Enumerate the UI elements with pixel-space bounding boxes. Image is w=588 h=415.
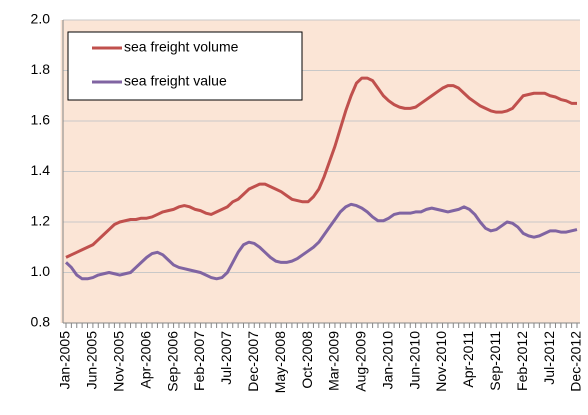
- y-tick-label: 1.4: [31, 162, 51, 178]
- x-tick-label: Jun-2005: [84, 331, 100, 390]
- x-tick-label: Sep-2006: [164, 331, 180, 392]
- y-tick-label: 1.0: [31, 263, 51, 279]
- x-tick-label: Aug-2009: [353, 331, 369, 392]
- x-tick-label: Oct-2008: [299, 331, 315, 389]
- x-tick-label: Jan-2010: [379, 331, 395, 390]
- series-line: [65, 76, 577, 259]
- x-tick-label: Mar-2009: [326, 331, 342, 391]
- x-tick-label: Jun-2010: [406, 331, 422, 390]
- x-tick-label: Dec-2007: [245, 331, 261, 392]
- series-line: [64, 202, 578, 281]
- x-tick-label: Sep-2011: [487, 331, 503, 391]
- x-tick-label: Dec-2012: [568, 331, 584, 392]
- x-tick-label: May-2008: [272, 331, 288, 393]
- x-tick-label: Apr-2006: [137, 331, 153, 389]
- x-tick-label: Feb-2007: [191, 331, 207, 391]
- y-tick-label: 0.8: [31, 314, 51, 330]
- y-tick-label: 1.8: [31, 61, 51, 77]
- y-tick-label: 1.2: [31, 213, 51, 229]
- x-tick-label: Feb-2012: [514, 331, 530, 391]
- x-tick-label: Apr-2011: [460, 331, 476, 388]
- legend-label: sea freight volume: [124, 39, 239, 55]
- y-tick-label: 2.0: [31, 11, 51, 27]
- y-tick-label: 1.6: [31, 112, 51, 128]
- x-tick-label: Jan-2005: [57, 331, 73, 390]
- x-tick-label: Nov-2010: [433, 331, 449, 392]
- x-tick-label: Jul-2012: [541, 331, 557, 385]
- legend-label: sea freight value: [124, 73, 227, 89]
- legend-box: [67, 31, 303, 101]
- x-tick-label: Jul-2007: [218, 331, 234, 385]
- x-tick-label: Nov-2005: [110, 331, 126, 392]
